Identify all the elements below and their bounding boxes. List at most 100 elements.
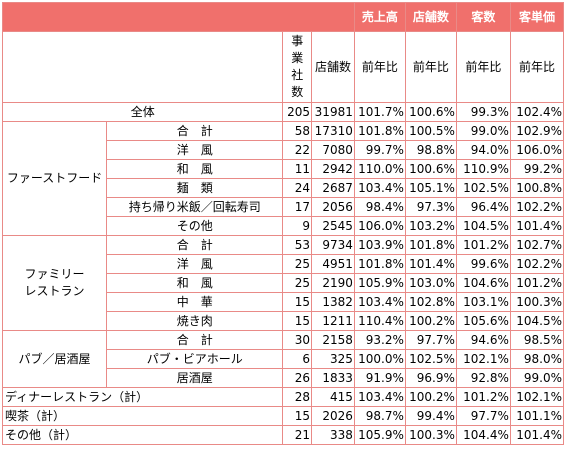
row-label: その他 xyxy=(106,216,284,236)
cell-store-yoy: 100.6% xyxy=(404,159,457,179)
cell-store-yoy: 97.3% xyxy=(404,197,457,217)
table-row: 中 華 15 1382 103.4% 102.8% 103.1% 100.3% xyxy=(3,292,565,312)
cell-customers: 103.1% xyxy=(455,292,511,312)
table-row: ファミリー レストラン 合 計 53 9734 103.9% 101.8% 10… xyxy=(1,235,565,331)
cell-stores: 1211 xyxy=(311,311,355,331)
table-row: ディナーレストラン（計） 28 415 103.4% 100.2% 101.2%… xyxy=(1,387,565,407)
cell-customers: 104.6% xyxy=(455,273,511,293)
row-label: 全体 xyxy=(1,102,284,122)
cell-customers: 99.0% xyxy=(455,121,511,141)
cell-store-yoy: 100.6% xyxy=(404,102,457,122)
cell-customers: 94.0% xyxy=(455,140,511,160)
cell-companies: 24 xyxy=(282,178,313,198)
cell-companies: 15 xyxy=(282,292,313,312)
cell-store-yoy: 98.8% xyxy=(404,140,457,160)
cell-companies: 22 xyxy=(282,140,313,160)
cell-companies: 25 xyxy=(282,254,313,274)
header-customers: 客数 xyxy=(455,2,511,32)
cell-stores: 2942 xyxy=(311,159,355,179)
cell-companies: 11 xyxy=(282,159,313,179)
cell-stores: 9734 xyxy=(311,235,355,255)
table-row: 洋 風 25 4951 101.8% 101.4% 99.6% 102.2% xyxy=(3,254,565,274)
table-row: その他（計） 21 338 105.9% 100.3% 104.4% 101.4… xyxy=(1,425,565,445)
subheader-yoy-stores: 前年比 xyxy=(404,31,457,103)
cell-stores: 2687 xyxy=(311,178,355,198)
row-label: 居酒屋 xyxy=(106,368,284,388)
cell-unit-price: 101.4% xyxy=(509,216,565,236)
cell-customers: 96.4% xyxy=(455,197,511,217)
group-label-family-restaurant: ファミリー レストラン xyxy=(1,235,108,331)
header-row: 売上高 店舗数 客数 客単価 xyxy=(2,2,565,32)
cell-stores: 1382 xyxy=(311,292,355,312)
row-label: 和 風 xyxy=(106,273,284,293)
cell-stores: 415 xyxy=(311,387,355,407)
table-row: 喫茶（計） 15 2026 98.7% 99.4% 97.7% 101.1% xyxy=(1,406,565,426)
table-row: 洋 風 22 7080 99.7% 98.8% 94.0% 106.0% xyxy=(3,140,565,160)
cell-sales: 103.4% xyxy=(353,387,406,407)
cell-sales: 110.0% xyxy=(353,159,406,179)
cell-stores: 2545 xyxy=(311,216,355,236)
cell-stores: 325 xyxy=(311,349,355,369)
cell-sales: 101.7% xyxy=(353,102,406,122)
cell-store-yoy: 102.5% xyxy=(404,349,457,369)
cell-sales: 106.0% xyxy=(353,216,406,236)
cell-customers: 101.2% xyxy=(455,387,511,407)
cell-customers: 102.5% xyxy=(455,178,511,198)
cell-stores: 4951 xyxy=(311,254,355,274)
cell-companies: 28 xyxy=(282,387,313,407)
cell-stores: 2158 xyxy=(311,330,355,350)
header-stores: 店舗数 xyxy=(404,2,457,32)
row-label: 合 計 xyxy=(106,330,284,350)
cell-store-yoy: 100.3% xyxy=(404,425,457,445)
group-label-line: ファミリー xyxy=(24,267,85,281)
row-label: 持ち帰り米飯／回転寿司 xyxy=(106,197,284,217)
cell-unit-price: 102.7% xyxy=(509,235,565,255)
cell-unit-price: 106.0% xyxy=(509,140,565,160)
cell-unit-price: 104.5% xyxy=(509,311,565,331)
cell-customers: 105.6% xyxy=(455,311,511,331)
cell-unit-price: 101.2% xyxy=(509,273,565,293)
cell-sales: 101.8% xyxy=(353,254,406,274)
cell-customers: 99.6% xyxy=(455,254,511,274)
table-row: パブ・ビアホール 6 325 100.0% 102.5% 102.1% 98.0… xyxy=(3,349,565,369)
cell-store-yoy: 100.5% xyxy=(404,121,457,141)
table-row: 麺 類 24 2687 103.4% 105.1% 102.5% 100.8% xyxy=(3,178,565,198)
row-label: 麺 類 xyxy=(106,178,284,198)
row-label: 中 華 xyxy=(106,292,284,312)
cell-stores: 2026 xyxy=(311,406,355,426)
table-row: 持ち帰り米飯／回転寿司 17 2056 98.4% 97.3% 96.4% 10… xyxy=(3,197,565,217)
cell-customers: 94.6% xyxy=(455,330,511,350)
cell-store-yoy: 101.8% xyxy=(404,235,457,255)
cell-store-yoy: 100.2% xyxy=(404,387,457,407)
cell-sales: 93.2% xyxy=(353,330,406,350)
cell-stores: 2056 xyxy=(311,197,355,217)
cell-sales: 98.7% xyxy=(353,406,406,426)
cell-store-yoy: 103.0% xyxy=(404,273,457,293)
subheader-yoy-customers: 前年比 xyxy=(455,31,511,103)
row-label: ディナーレストラン（計） xyxy=(1,387,284,407)
row-label: 和 風 xyxy=(106,159,284,179)
header-sales: 売上高 xyxy=(353,2,406,32)
cell-sales: 100.0% xyxy=(353,349,406,369)
cell-stores: 7080 xyxy=(311,140,355,160)
cell-sales: 91.9% xyxy=(353,368,406,388)
cell-companies: 30 xyxy=(282,330,313,350)
cell-companies: 17 xyxy=(282,197,313,217)
cell-companies: 53 xyxy=(282,235,313,255)
cell-store-yoy: 100.2% xyxy=(404,311,457,331)
cell-unit-price: 102.2% xyxy=(509,197,565,217)
subheader-store-count: 店舗数 xyxy=(311,31,355,103)
cell-companies: 15 xyxy=(282,311,313,331)
subheader-row: 事業社数 店舗数 前年比 前年比 前年比 前年比 xyxy=(1,31,565,103)
cell-unit-price: 102.1% xyxy=(509,387,565,407)
group-label-fast-food: ファーストフード xyxy=(1,121,108,236)
cell-stores: 1833 xyxy=(311,368,355,388)
cell-store-yoy: 102.8% xyxy=(404,292,457,312)
cell-store-yoy: 103.2% xyxy=(404,216,457,236)
cell-companies: 21 xyxy=(282,425,313,445)
cell-unit-price: 102.4% xyxy=(509,102,565,122)
cell-store-yoy: 105.1% xyxy=(404,178,457,198)
cell-unit-price: 102.2% xyxy=(509,254,565,274)
header-unit-price: 客単価 xyxy=(509,2,565,32)
group-label-pub: パブ／居酒屋 xyxy=(1,330,108,388)
